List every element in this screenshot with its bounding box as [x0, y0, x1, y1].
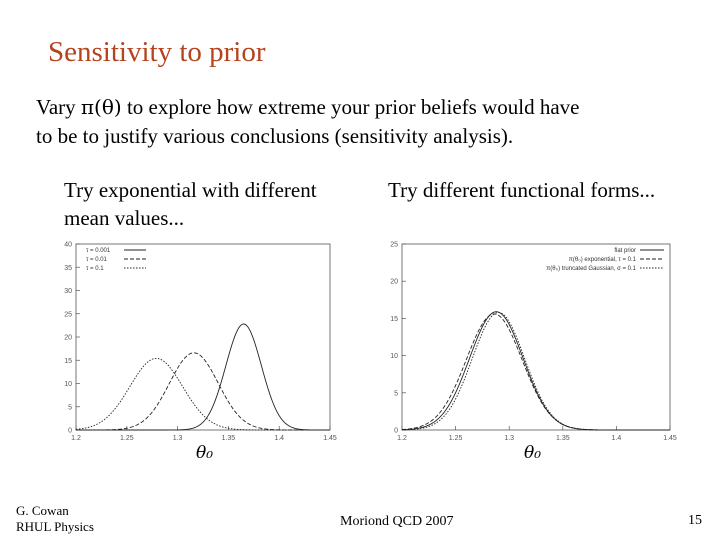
legend-label-1-0: flat prior — [614, 248, 636, 254]
x-tick-label-1-3: 1.35 — [556, 435, 570, 442]
y-tick-label-0-8: 40 — [64, 242, 72, 249]
intro-text: Vary π(θ) to explore how extreme your pr… — [36, 93, 686, 151]
intro-line1-post: to explore how extreme your prior belief… — [121, 95, 580, 119]
plot-frame-0 — [75, 243, 331, 431]
series-line-0-1 — [76, 352, 330, 431]
footer-author-name: G. Cowan — [16, 503, 69, 518]
y-tick-label-1-1: 5 — [394, 390, 398, 397]
x-tick-label-0-1: 1.25 — [120, 435, 134, 442]
right-plot-svg: 0 5 10 15 20 25 1.2 1.25 1.3 1.35 1.4 1.45 flat prio… — [390, 242, 677, 443]
x-tick-label-1-2: 1.3 — [504, 435, 514, 442]
y-tick-label-0-6: 30 — [64, 288, 72, 295]
y-tick-label-1-5: 25 — [390, 242, 398, 249]
legend-label-1-1: π(θ₀) exponential, τ = 0.1 — [569, 257, 637, 263]
y-tick-label-0-1: 5 — [68, 404, 72, 411]
x-tick-label-0-2: 1.3 — [173, 435, 183, 442]
legend-1: flat prior π(θ₀) exponential, τ = 0.1 π(θ₀… — [546, 248, 664, 272]
prior-symbol: π(θ) — [80, 95, 122, 119]
intro-line2: to be to justify various conclusions (se… — [36, 124, 514, 148]
footer-conference: Moriond QCD 2007 — [340, 514, 454, 529]
legend-label-0-1: τ = 0.01 — [86, 257, 108, 263]
series-line-0-2 — [75, 357, 330, 431]
page-number: 15 — [688, 513, 702, 528]
series-line-1-0 — [401, 311, 670, 431]
x-tick-label-0-5: 1.45 — [323, 435, 337, 442]
left-plot-svg: 0 5 10 15 20 25 30 35 40 1.2 1.25 1.3 1.35 1.4 1.45 τ =… — [64, 242, 337, 443]
intro-line1-pre: Vary — [36, 95, 81, 119]
y-tick-label-0-5: 25 — [64, 311, 72, 318]
legend-label-0-2: τ = 0.1 — [86, 266, 104, 272]
right-x-axis-label: θ₀ — [524, 443, 542, 463]
right-caption: Try different functional forms... — [388, 178, 656, 202]
y-tick-label-0-2: 10 — [64, 381, 72, 388]
series-line-0-0 — [76, 323, 330, 431]
slide-title: Sensitivity to prior — [48, 36, 266, 68]
right-plot: 0 5 10 15 20 25 1.2 1.25 1.3 1.35 1.4 1.45 flat prio… — [370, 235, 680, 452]
x-tick-label-1-1: 1.25 — [449, 435, 463, 442]
x-tick-label-1-5: 1.45 — [663, 435, 677, 442]
y-tick-label-1-4: 20 — [390, 279, 398, 286]
left-caption: Try exponential with different mean valu… — [64, 176, 364, 232]
y-tick-label-1-0: 0 — [394, 428, 398, 435]
y-tick-label-0-0: 0 — [68, 428, 72, 435]
x-tick-label-0-3: 1.35 — [222, 435, 236, 442]
y-tick-label-0-7: 35 — [64, 265, 72, 272]
y-tick-label-0-4: 20 — [64, 335, 72, 342]
x-tick-label-0-0: 1.2 — [71, 435, 81, 442]
y-tick-label-0-3: 15 — [64, 358, 72, 365]
series-line-1-1 — [401, 313, 670, 431]
left-x-axis-label: θ₀ — [196, 443, 214, 463]
footer-author: G. Cowan RHUL Physics — [16, 503, 94, 535]
x-tick-label-1-0: 1.2 — [397, 435, 407, 442]
x-tick-label-0-4: 1.4 — [274, 435, 284, 442]
left-plot: 0 5 10 15 20 25 30 35 40 1.2 1.25 1.3 1.35 1.4 1.45 τ =… — [40, 235, 340, 452]
plot-frame-1 — [401, 243, 671, 431]
y-tick-label-1-2: 10 — [390, 353, 398, 360]
left-caption-line1: Try exponential with different — [64, 178, 317, 202]
legend-label-1-2: π(θ₀) truncated Gaussian, σ = 0.1 — [546, 266, 637, 272]
x-tick-label-1-4: 1.4 — [612, 435, 622, 442]
series-line-1-2 — [401, 312, 670, 431]
legend-0: τ = 0.001 τ = 0.01 τ = 0.1 — [86, 248, 146, 272]
legend-label-0-0: τ = 0.001 — [86, 248, 111, 254]
left-caption-line2: mean values... — [64, 206, 185, 230]
footer-author-affiliation: RHUL Physics — [16, 519, 94, 534]
y-tick-label-1-3: 15 — [390, 316, 398, 323]
